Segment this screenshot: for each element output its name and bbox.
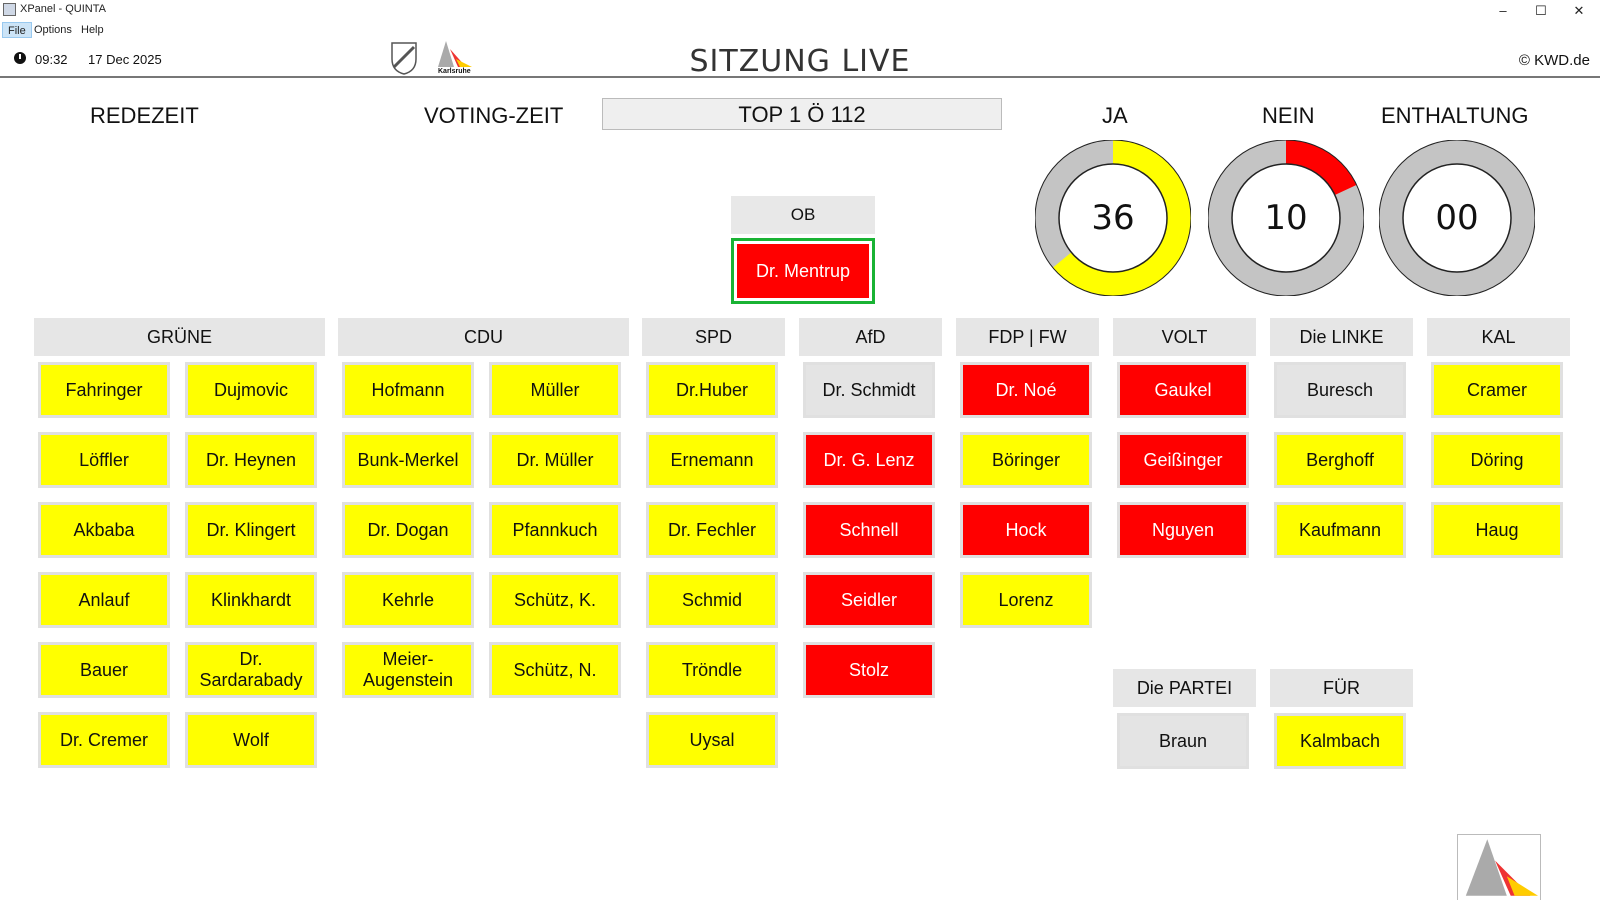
app-icon xyxy=(3,3,16,16)
member-button[interactable]: Braun xyxy=(1117,713,1249,769)
member-button[interactable]: Anlauf xyxy=(38,572,170,628)
member-button[interactable]: Gaukel xyxy=(1117,362,1249,418)
party-header-fdp-fw: FDP | FW xyxy=(956,318,1099,356)
member-button[interactable]: Dr. G. Lenz xyxy=(803,432,935,488)
member-button[interactable]: Dr. Müller xyxy=(489,432,621,488)
member-button[interactable]: Dr. Heynen xyxy=(185,432,317,488)
abstention-gauge xyxy=(1379,140,1535,296)
member-button[interactable]: Akbaba xyxy=(38,502,170,558)
yes-gauge-inner-edge xyxy=(1058,163,1168,273)
no-label: NEIN xyxy=(1262,103,1315,128)
member-button[interactable]: Bauer xyxy=(38,642,170,698)
voting-time-label: VOTING-ZEIT xyxy=(424,103,564,128)
member-button[interactable]: Meier-Augenstein xyxy=(342,642,474,698)
current-date: 17 Dec 2025 xyxy=(88,52,162,67)
current-time: 09:32 xyxy=(35,52,68,67)
window-title: XPanel - QUINTA xyxy=(20,3,106,15)
member-button[interactable]: Berghoff xyxy=(1274,432,1406,488)
member-button[interactable]: Dr. Noé xyxy=(960,362,1092,418)
close-button[interactable]: ✕ xyxy=(1573,3,1585,18)
member-button[interactable]: Schmid xyxy=(646,572,778,628)
ob-header: OB xyxy=(731,196,875,234)
menu-help[interactable]: Help xyxy=(81,24,104,36)
yes-count: 36 xyxy=(1091,198,1135,238)
member-button[interactable]: Dr. Schmidt xyxy=(803,362,935,418)
member-button[interactable]: Wolf xyxy=(185,712,317,768)
karlsruhe-logo-text: Karlsruhe xyxy=(438,68,471,75)
member-button[interactable]: Hofmann xyxy=(342,362,474,418)
member-button[interactable]: Schnell xyxy=(803,502,935,558)
member-button[interactable]: Kehrle xyxy=(342,572,474,628)
window-titlebar xyxy=(0,0,1600,22)
no-count: 10 xyxy=(1264,198,1308,238)
party-header-grüne: GRÜNE xyxy=(34,318,325,356)
member-button[interactable]: Kalmbach xyxy=(1274,713,1406,769)
agenda-item-box: TOP 1 Ö 112 xyxy=(602,98,1002,130)
no-gauge-fill-arc xyxy=(1208,140,1364,296)
ob-member-button[interactable]: Dr. Mentrup xyxy=(737,244,869,298)
member-button[interactable]: Lorenz xyxy=(960,572,1092,628)
member-button[interactable]: Ernemann xyxy=(646,432,778,488)
member-button[interactable]: Klinkhardt xyxy=(185,572,317,628)
member-button[interactable]: Dr. Sardarabady xyxy=(185,642,317,698)
party-header-afd: AfD xyxy=(799,318,942,356)
maximize-button[interactable]: ☐ xyxy=(1535,3,1547,18)
member-button[interactable]: Schütz, N. xyxy=(489,642,621,698)
member-button[interactable]: Geißinger xyxy=(1117,432,1249,488)
member-button[interactable]: Dr. Fechler xyxy=(646,502,778,558)
abstention-label: ENTHALTUNG xyxy=(1381,103,1529,128)
member-button[interactable]: Nguyen xyxy=(1117,502,1249,558)
member-button[interactable]: Pfannkuch xyxy=(489,502,621,558)
no-gauge-inner-edge xyxy=(1231,163,1341,273)
member-button[interactable]: Haug xyxy=(1431,502,1563,558)
party-header-cdu: CDU xyxy=(338,318,629,356)
member-button[interactable]: Löffler xyxy=(38,432,170,488)
yes-gauge-fill-arc xyxy=(1035,140,1191,296)
session-title: SITZUNG LIVE xyxy=(689,44,911,79)
member-button[interactable]: Stolz xyxy=(803,642,935,698)
member-button[interactable]: Dr. Dogan xyxy=(342,502,474,558)
no-gauge xyxy=(1208,140,1364,296)
speaking-time-label: REDEZEIT xyxy=(90,103,199,128)
member-button[interactable]: Kaufmann xyxy=(1274,502,1406,558)
member-button[interactable]: Fahringer xyxy=(38,362,170,418)
menu-file[interactable]: File xyxy=(2,22,32,38)
member-button[interactable]: Schütz, K. xyxy=(489,572,621,628)
abstention-gauge-track xyxy=(1379,140,1535,296)
city-crest-logo xyxy=(391,42,417,75)
karlsruhe-corner-logo xyxy=(1457,834,1541,900)
abstention-count: 00 xyxy=(1435,198,1479,238)
member-button[interactable]: Bunk-Merkel xyxy=(342,432,474,488)
party-header-volt: VOLT xyxy=(1113,318,1256,356)
menu-options[interactable]: Options xyxy=(34,24,72,36)
clock-icon xyxy=(14,52,26,64)
party-header-die-linke: Die LINKE xyxy=(1270,318,1413,356)
party-header-die-partei: Die PARTEI xyxy=(1113,669,1256,707)
minimize-button[interactable]: – xyxy=(1499,3,1507,18)
party-header-für: FÜR xyxy=(1270,669,1413,707)
member-button[interactable]: Cramer xyxy=(1431,362,1563,418)
member-button[interactable]: Tröndle xyxy=(646,642,778,698)
yes-gauge xyxy=(1035,140,1191,296)
member-button[interactable]: Dujmovic xyxy=(185,362,317,418)
member-button[interactable]: Dr. Klingert xyxy=(185,502,317,558)
member-button[interactable]: Hock xyxy=(960,502,1092,558)
member-button[interactable]: Seidler xyxy=(803,572,935,628)
member-button[interactable]: Böringer xyxy=(960,432,1092,488)
party-header-spd: SPD xyxy=(642,318,785,356)
abstention-gauge-inner-edge xyxy=(1402,163,1512,273)
member-button[interactable]: Döring xyxy=(1431,432,1563,488)
member-button[interactable]: Müller xyxy=(489,362,621,418)
ob-frame: Dr. Mentrup xyxy=(731,238,875,304)
yes-label: JA xyxy=(1102,103,1128,128)
member-button[interactable]: Dr. Cremer xyxy=(38,712,170,768)
party-header-kal: KAL xyxy=(1427,318,1570,356)
copyright-text: © KWD.de xyxy=(1518,52,1590,69)
member-button[interactable]: Buresch xyxy=(1274,362,1406,418)
karlsruhe-logo xyxy=(438,41,472,67)
header-bar xyxy=(0,38,1600,78)
member-button[interactable]: Uysal xyxy=(646,712,778,768)
member-button[interactable]: Dr.Huber xyxy=(646,362,778,418)
